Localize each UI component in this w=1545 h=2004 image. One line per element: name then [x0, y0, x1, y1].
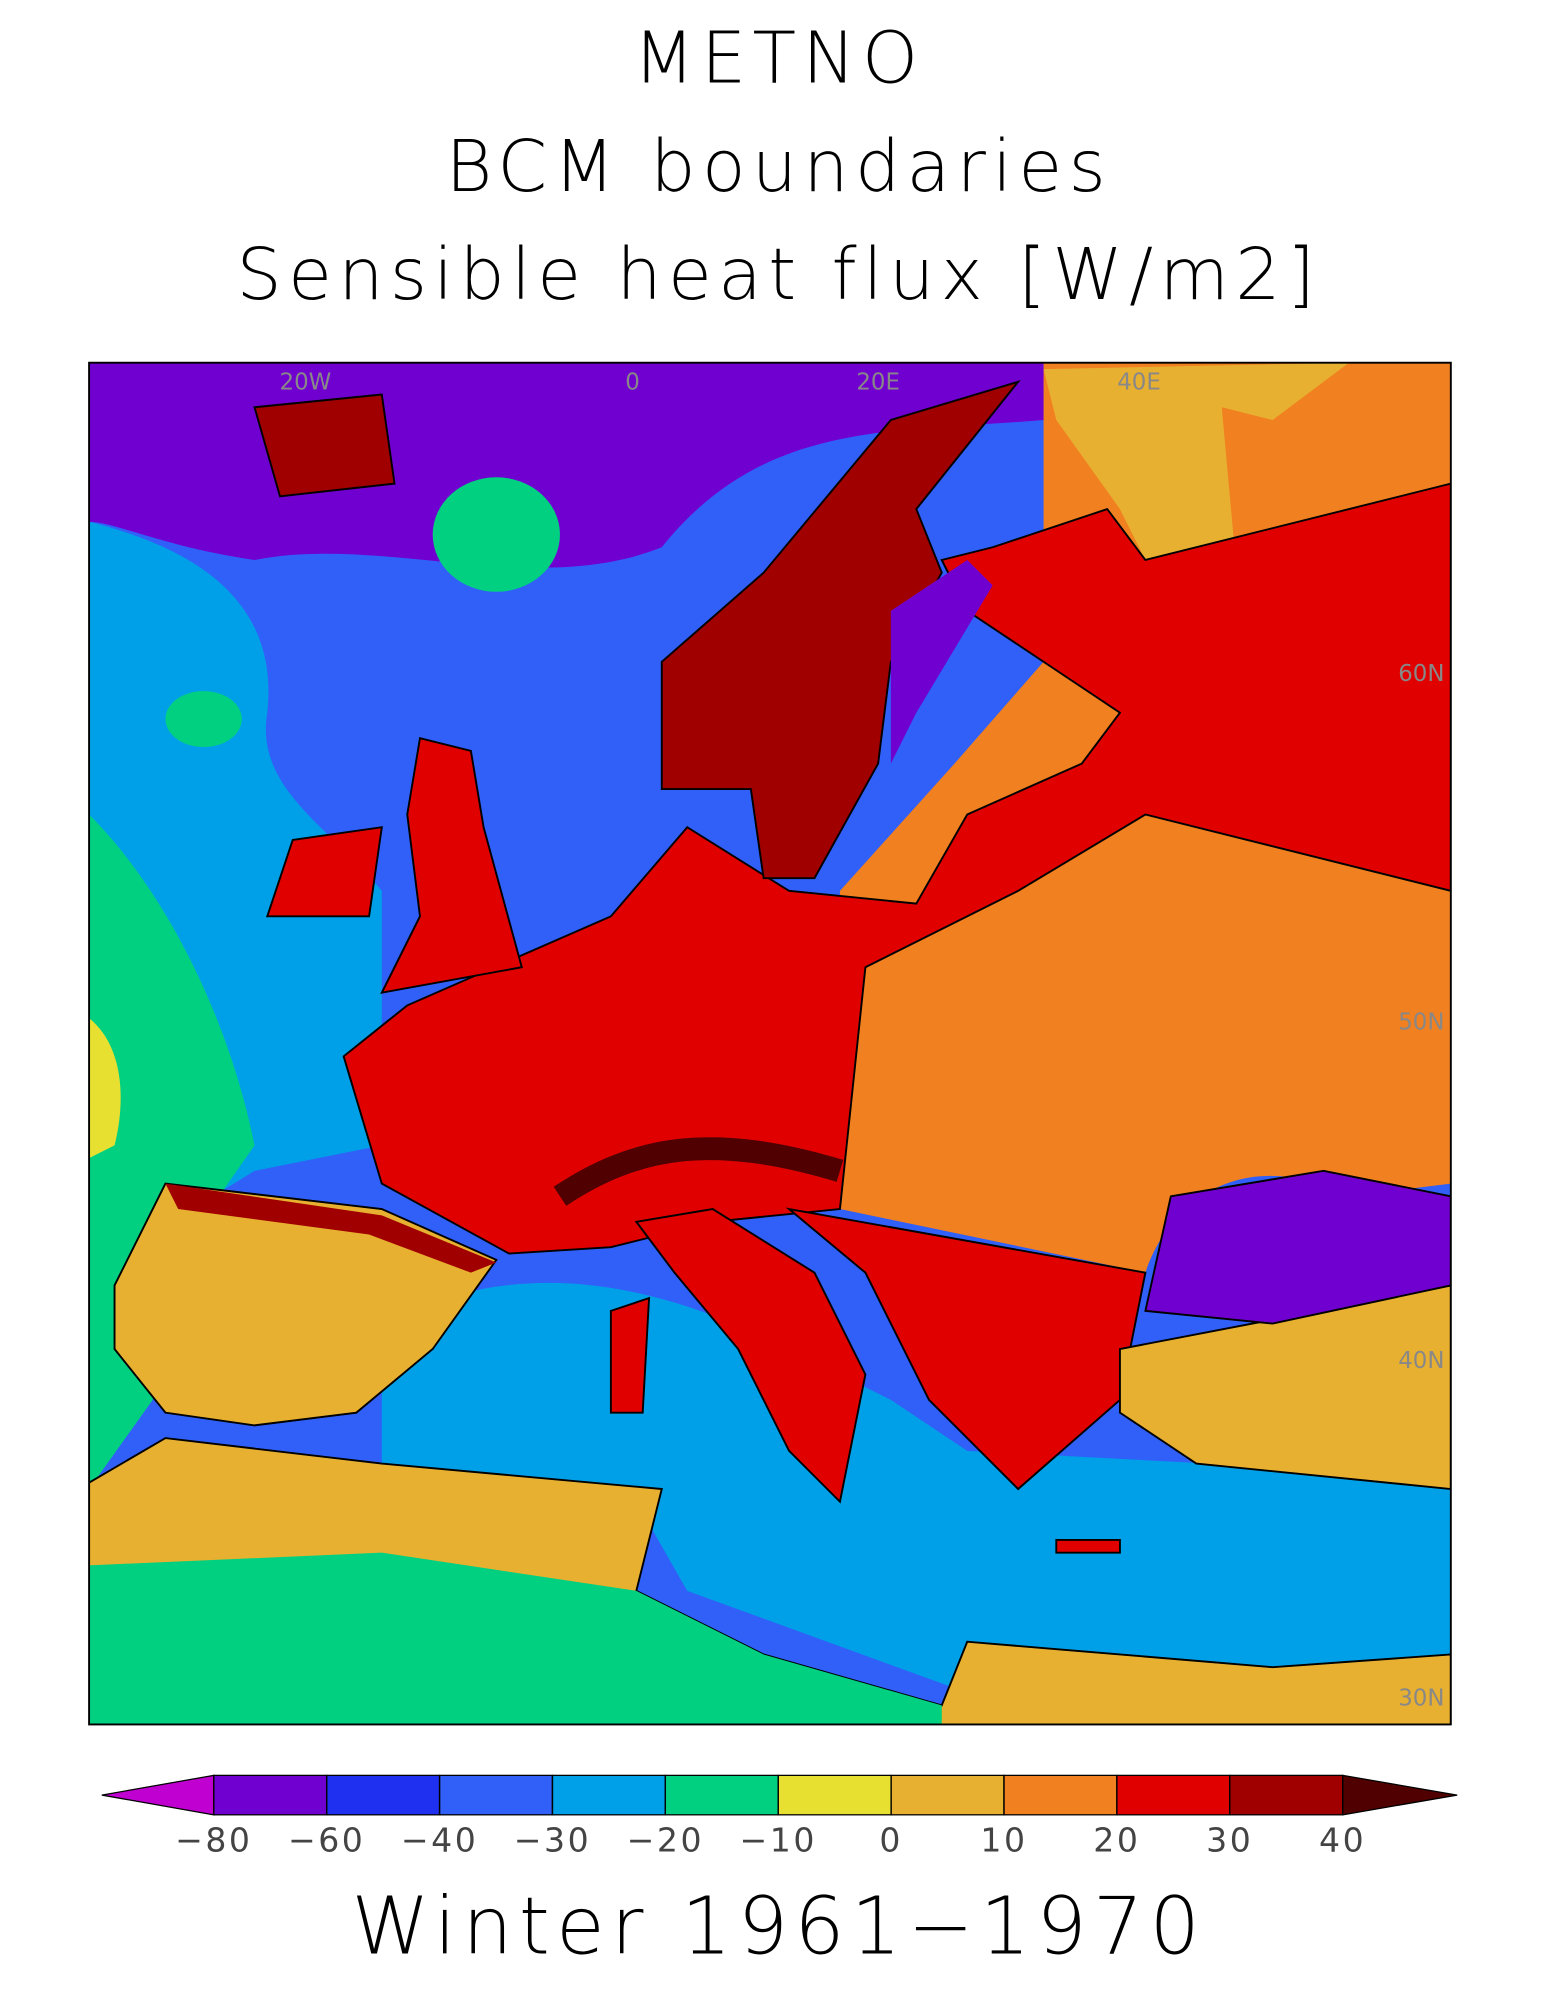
sea-region — [381, 1282, 1451, 1693]
grid-label: 40E — [1117, 369, 1161, 395]
land — [1055, 1538, 1121, 1554]
colorbar-tick-label: −30 — [514, 1821, 591, 1860]
grid-label: 20E — [856, 369, 900, 395]
mountains — [553, 1137, 844, 1206]
title-line: METNO — [633, 17, 924, 100]
colorbar-tick-label: −80 — [175, 1821, 252, 1860]
land — [89, 1552, 942, 1725]
colorbar-tick-label: 0 — [879, 1821, 903, 1860]
colorbar-box — [551, 1774, 666, 1816]
colorbar-tick-label: 30 — [1206, 1821, 1253, 1860]
colorbar-tick-label: −10 — [740, 1821, 817, 1860]
land — [634, 1208, 867, 1504]
land — [253, 393, 396, 498]
grid-label: 50N — [1398, 1010, 1444, 1036]
sea-region — [890, 559, 993, 764]
footer: Winter 1961−1970 — [352, 1881, 1207, 1973]
colorbar-tick-label: 10 — [980, 1821, 1027, 1860]
colorbar-tick-label: 40 — [1319, 1821, 1366, 1860]
grid-label: 60N — [1398, 661, 1444, 687]
colorbar-box — [1003, 1774, 1118, 1816]
colorbar-tick-label: −40 — [401, 1821, 478, 1860]
colorbar-extension — [101, 1774, 215, 1816]
title-line: BCM boundaries — [446, 125, 1112, 208]
colorbar-box — [890, 1774, 1005, 1816]
colorbar-box — [326, 1774, 441, 1816]
colorbar-box — [664, 1774, 779, 1816]
map: 20W 0 20E 40E 60N 50N 40N 30N — [89, 362, 1451, 1725]
land — [380, 736, 523, 994]
grid-label: 0 — [625, 369, 640, 395]
colorbar-tick-label: 20 — [1093, 1821, 1140, 1860]
map-frame — [88, 361, 1452, 1726]
sea-region — [432, 477, 560, 592]
sea-region — [165, 691, 242, 748]
colorbar-extension — [1342, 1774, 1458, 1816]
land — [609, 1296, 651, 1414]
colorbar-box — [438, 1774, 554, 1816]
land — [265, 826, 383, 918]
sea-region — [1144, 1169, 1451, 1325]
land — [1043, 362, 1350, 560]
land — [785, 1207, 1147, 1491]
grid-label: 40N — [1398, 1348, 1444, 1374]
grid-label: 20W — [280, 369, 332, 395]
colorbar-box — [777, 1774, 892, 1816]
land — [165, 1183, 497, 1273]
title-line: Sensible heat flux [W/m2] — [237, 233, 1322, 316]
colorbar-tick-label: −20 — [627, 1821, 704, 1860]
colorbar: −80 −60 −40 −30 −20 −10 0 10 20 30 40 — [101, 1774, 1458, 1860]
colorbar-box — [213, 1774, 328, 1816]
colorbar-tick-label: −60 — [288, 1821, 365, 1860]
grid-label: 30N — [1398, 1685, 1444, 1711]
sea-region — [89, 1018, 121, 1159]
colorbar-box — [1229, 1774, 1344, 1816]
colorbar-box — [1116, 1774, 1231, 1816]
